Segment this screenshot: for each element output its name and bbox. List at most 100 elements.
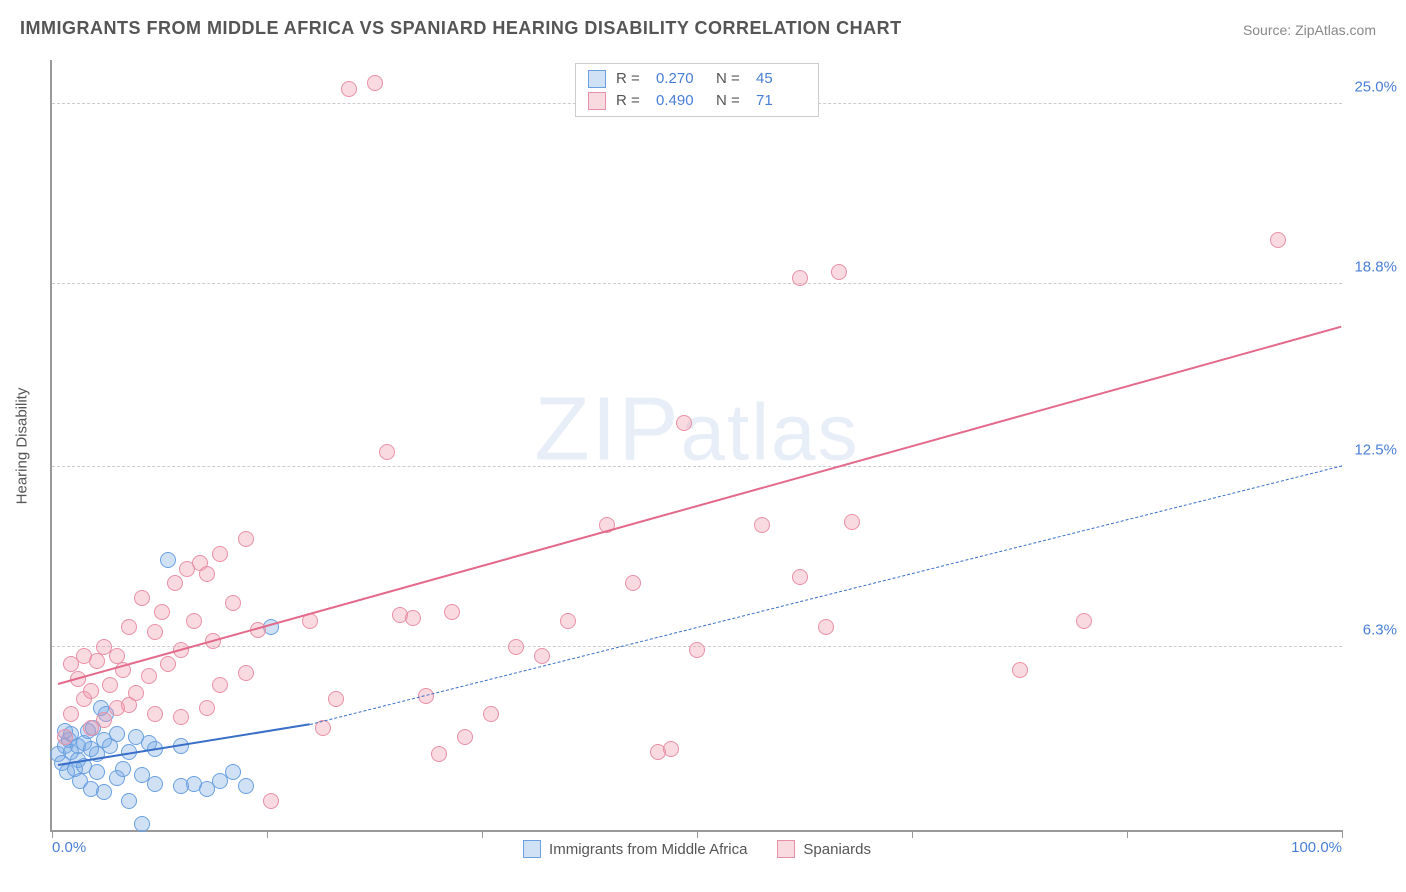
legend-row: R = 0.490 N = 71 (588, 90, 806, 112)
source-attribution: Source: ZipAtlas.com (1243, 22, 1376, 38)
data-point (508, 639, 524, 655)
data-point (154, 604, 170, 620)
y-axis-label: Hearing Disability (14, 388, 31, 505)
legend-r-label: R = (616, 68, 646, 90)
trend-line (310, 466, 1342, 726)
data-point (63, 706, 79, 722)
legend-label: Spaniards (803, 841, 871, 858)
legend-r-value: 0.490 (656, 90, 706, 112)
data-point (96, 712, 112, 728)
source-prefix: Source: (1243, 22, 1295, 38)
legend-item: Immigrants from Middle Africa (523, 840, 747, 858)
data-point (147, 624, 163, 640)
legend-r-label: R = (616, 90, 646, 112)
data-point (121, 697, 137, 713)
legend-swatch (588, 70, 606, 88)
data-point (689, 642, 705, 658)
data-point (263, 793, 279, 809)
data-point (147, 706, 163, 722)
data-point (186, 613, 202, 629)
data-point (831, 264, 847, 280)
gridline (52, 283, 1342, 284)
data-point (341, 81, 357, 97)
x-tick (1342, 830, 1343, 838)
data-point (792, 569, 808, 585)
data-point (754, 517, 770, 533)
gridline (52, 466, 1342, 467)
x-tick (482, 830, 483, 838)
x-tick (1127, 830, 1128, 838)
data-point (134, 816, 150, 832)
data-point (160, 656, 176, 672)
legend-n-label: N = (716, 90, 746, 112)
source-link[interactable]: ZipAtlas.com (1295, 22, 1376, 38)
y-tick-label: 12.5% (1354, 441, 1397, 458)
data-point (115, 761, 131, 777)
data-point (83, 683, 99, 699)
series-legend: Immigrants from Middle Africa Spaniards (523, 840, 871, 858)
legend-label: Immigrants from Middle Africa (549, 841, 747, 858)
data-point (160, 552, 176, 568)
data-point (199, 700, 215, 716)
data-point (109, 726, 125, 742)
y-tick-label: 18.8% (1354, 258, 1397, 275)
data-point (225, 595, 241, 611)
data-point (102, 677, 118, 693)
data-point (431, 746, 447, 762)
data-point (199, 566, 215, 582)
legend-swatch (523, 840, 541, 858)
data-point (534, 648, 550, 664)
legend-swatch (777, 840, 795, 858)
scatter-plot-area: ZIPatlas R =0.270N =45R =0.490N =71 Immi… (50, 60, 1342, 832)
data-point (483, 706, 499, 722)
data-point (212, 546, 228, 562)
x-tick-label: 0.0% (52, 839, 86, 856)
data-point (225, 764, 241, 780)
x-tick (267, 830, 268, 838)
data-point (238, 531, 254, 547)
y-tick-label: 25.0% (1354, 78, 1397, 95)
data-point (89, 764, 105, 780)
data-point (96, 784, 112, 800)
data-point (844, 514, 860, 530)
data-point (405, 610, 421, 626)
data-point (134, 590, 150, 606)
legend-n-label: N = (716, 68, 746, 90)
data-point (367, 75, 383, 91)
data-point (238, 778, 254, 794)
data-point (63, 656, 79, 672)
data-point (560, 613, 576, 629)
data-point (457, 729, 473, 745)
data-point (792, 270, 808, 286)
legend-swatch (588, 92, 606, 110)
y-tick-label: 6.3% (1363, 621, 1397, 638)
x-tick (52, 830, 53, 838)
x-tick-label: 100.0% (1291, 839, 1342, 856)
data-point (238, 665, 254, 681)
data-point (625, 575, 641, 591)
data-point (141, 668, 157, 684)
data-point (121, 619, 137, 635)
x-tick (697, 830, 698, 838)
data-point (444, 604, 460, 620)
data-point (379, 444, 395, 460)
trend-line (58, 325, 1342, 684)
data-point (818, 619, 834, 635)
data-point (676, 415, 692, 431)
legend-n-value: 71 (756, 90, 806, 112)
x-tick (912, 830, 913, 838)
legend-n-value: 45 (756, 68, 806, 90)
data-point (328, 691, 344, 707)
data-point (57, 729, 73, 745)
data-point (1012, 662, 1028, 678)
legend-row: R = 0.270 N = 45 (588, 68, 806, 90)
data-point (147, 776, 163, 792)
correlation-legend: R = 0.270 N = 45 R = 0.490 N = 71 (575, 63, 819, 117)
data-point (121, 793, 137, 809)
legend-item: Spaniards (777, 840, 871, 858)
legend-r-value: 0.270 (656, 68, 706, 90)
data-point (663, 741, 679, 757)
data-point (173, 709, 189, 725)
data-point (167, 575, 183, 591)
data-point (1270, 232, 1286, 248)
